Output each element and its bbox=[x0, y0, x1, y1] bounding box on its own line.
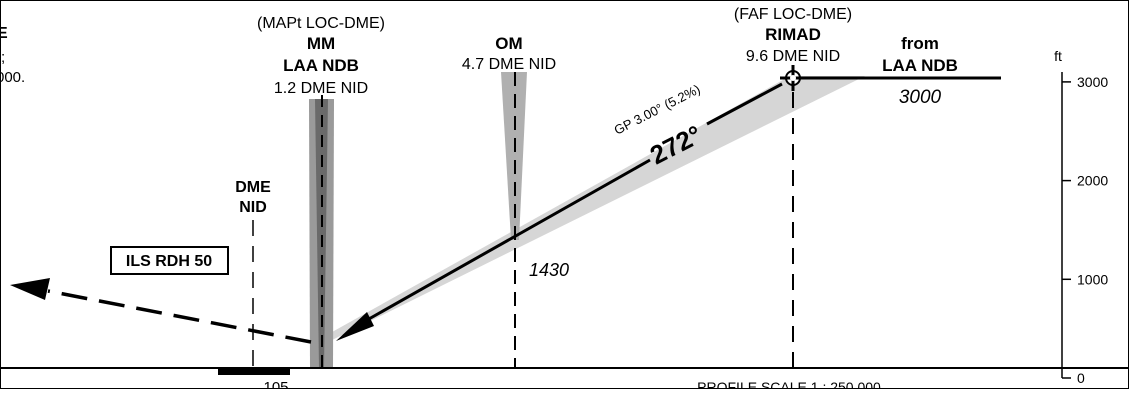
glidepath-arrowhead bbox=[336, 312, 374, 341]
glidepath-line-lower bbox=[359, 158, 651, 326]
om-altitude: 1430 bbox=[529, 260, 569, 280]
altitude-tick-label: 0 bbox=[1077, 370, 1085, 386]
mapt-facility: LAA NDB bbox=[283, 56, 359, 75]
om-name: OM bbox=[495, 34, 522, 53]
altitude-scale-unit: ft bbox=[1054, 48, 1062, 64]
left-note-1: E bbox=[0, 25, 8, 42]
faf-header: (FAF LOC-DME) bbox=[734, 6, 852, 23]
ils-rdh-box bbox=[110, 246, 229, 275]
om-dme: 4.7 DME NID bbox=[462, 56, 556, 73]
from-label: from bbox=[901, 34, 939, 53]
profile-scale: PROFILE SCALE 1 : 250 000 bbox=[697, 379, 881, 389]
from-altitude: 3000 bbox=[899, 87, 942, 108]
faf-name: RIMAD bbox=[765, 25, 821, 44]
om-marker-beam bbox=[501, 72, 527, 240]
mm-marker-beam-core bbox=[315, 99, 328, 368]
faf-fix-symbol bbox=[780, 65, 806, 91]
altitude-tick-label: 1000 bbox=[1077, 271, 1108, 287]
from-facility: LAA NDB bbox=[882, 56, 958, 75]
altitude-tick-label: 2000 bbox=[1077, 173, 1108, 189]
dme-station-line2: NID bbox=[239, 199, 267, 216]
ils-rdh-label: ILS RDH 50 bbox=[126, 253, 212, 270]
glidepath-protection-area bbox=[316, 76, 865, 348]
left-note-2: ); bbox=[0, 49, 5, 66]
left-note-3: 000. bbox=[0, 69, 25, 86]
mapt-header: (MAPt LOC-DME) bbox=[257, 15, 385, 32]
missed-approach-line bbox=[47, 289, 312, 344]
glidepath-line-upper bbox=[706, 82, 783, 126]
bottom-value: 105 bbox=[263, 379, 288, 389]
altitude-tick-label: 3000 bbox=[1077, 74, 1108, 90]
missed-approach-arrowhead bbox=[10, 278, 50, 300]
mapt-dme: 1.2 DME NID bbox=[274, 80, 368, 97]
dme-station-line1: DME bbox=[235, 179, 271, 196]
runway-bar bbox=[218, 368, 290, 375]
mapt-name: MM bbox=[307, 34, 335, 53]
faf-dme: 9.6 DME NID bbox=[746, 48, 840, 65]
altitude-scale-ticks: 3000 2000 1000 0 bbox=[1062, 74, 1108, 386]
